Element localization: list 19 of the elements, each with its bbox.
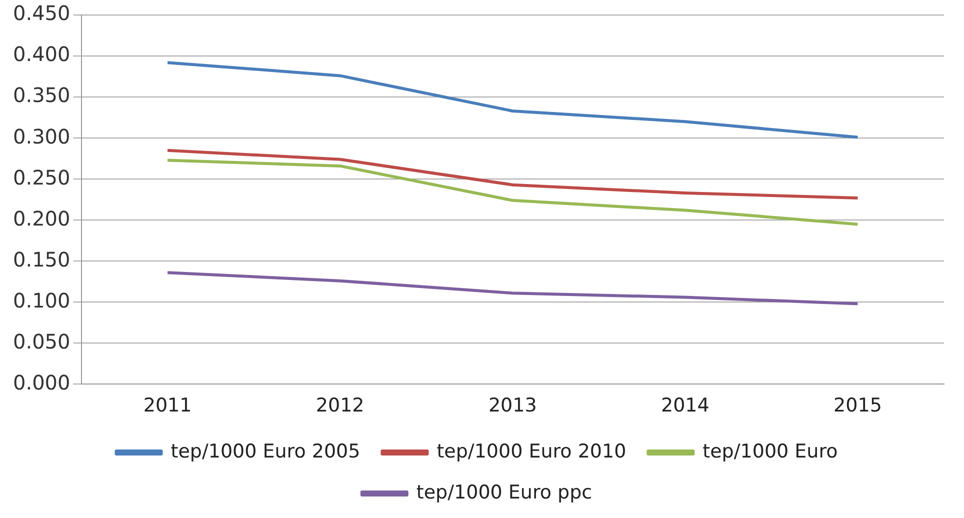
x-tick-label: 2014 <box>660 394 710 417</box>
y-tick-label: 0.450 <box>12 1 70 26</box>
y-tick-label: 0.100 <box>12 288 70 312</box>
x-tick-label: 2011 <box>143 394 192 417</box>
x-tick-label: 2013 <box>488 394 537 417</box>
y-tick-label: 0.200 <box>12 206 70 230</box>
y-tick-label: 0.400 <box>12 42 70 66</box>
legend-label: tep/1000 Euro 2005 <box>170 440 360 462</box>
x-tick-label: 2015 <box>834 394 882 417</box>
x-tick-label: 2012 <box>316 394 364 417</box>
y-tick-label: 0.250 <box>12 165 70 190</box>
legend-label: tep/1000 Euro 2010 <box>436 440 626 462</box>
y-tick-label: 0.150 <box>12 247 70 272</box>
y-tick-label: 0.300 <box>12 124 70 148</box>
y-tick-label: 0.000 <box>12 370 70 394</box>
y-tick-label: 0.050 <box>12 329 70 354</box>
y-tick-label: 0.350 <box>12 83 70 108</box>
legend-label: tep/1000 Euro <box>702 440 838 462</box>
legend-label: tep/1000 Euro ppc <box>416 481 592 504</box>
